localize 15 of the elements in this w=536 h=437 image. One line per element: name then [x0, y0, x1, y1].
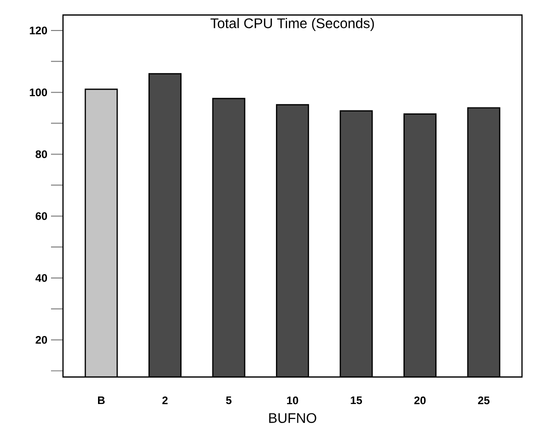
y-tick-label: 120: [30, 26, 48, 34]
x-tick-label: 10: [287, 396, 298, 404]
x-tick-label: B: [98, 396, 105, 404]
x-tick-label: 5: [226, 396, 232, 404]
y-tick-label: 40: [35, 274, 48, 282]
y-tick-label: 60: [36, 212, 48, 220]
y-tick-label: 80: [36, 150, 48, 158]
chart-title: Total CPU Time (Seconds): [210, 18, 374, 31]
x-tick-label: 15: [350, 396, 362, 404]
y-tick-label: 20: [36, 336, 48, 344]
y-tick-label: 100: [30, 88, 48, 96]
x-tick-label: 20: [414, 396, 426, 404]
x-tick-label: 25: [478, 396, 490, 404]
x-axis-title: BUFNO: [269, 413, 316, 423]
x-tick-label: 2: [162, 396, 168, 404]
